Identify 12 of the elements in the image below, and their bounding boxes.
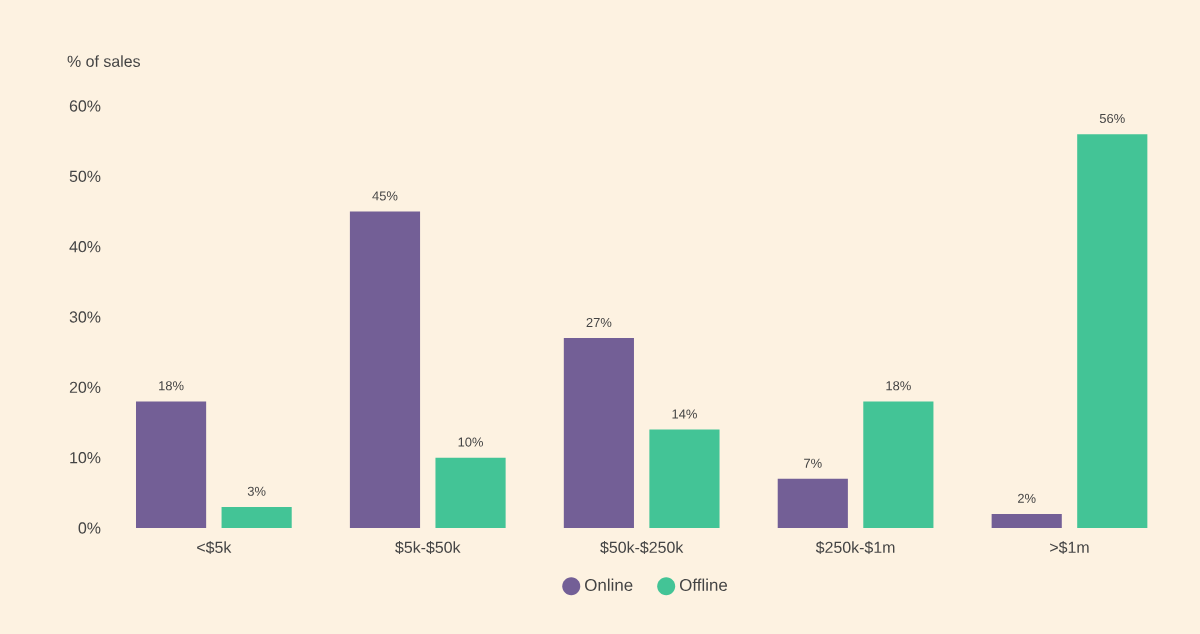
legend-label: Offline — [679, 578, 728, 591]
legend-label: Online — [585, 578, 633, 591]
bar — [863, 401, 934, 528]
bar — [135, 401, 207, 528]
bar — [1077, 134, 1148, 528]
bar — [563, 338, 634, 528]
bar — [221, 506, 292, 528]
bar — [649, 429, 720, 528]
bar — [435, 457, 506, 528]
bar — [991, 513, 1062, 528]
bar — [349, 211, 421, 528]
bar — [777, 478, 848, 528]
